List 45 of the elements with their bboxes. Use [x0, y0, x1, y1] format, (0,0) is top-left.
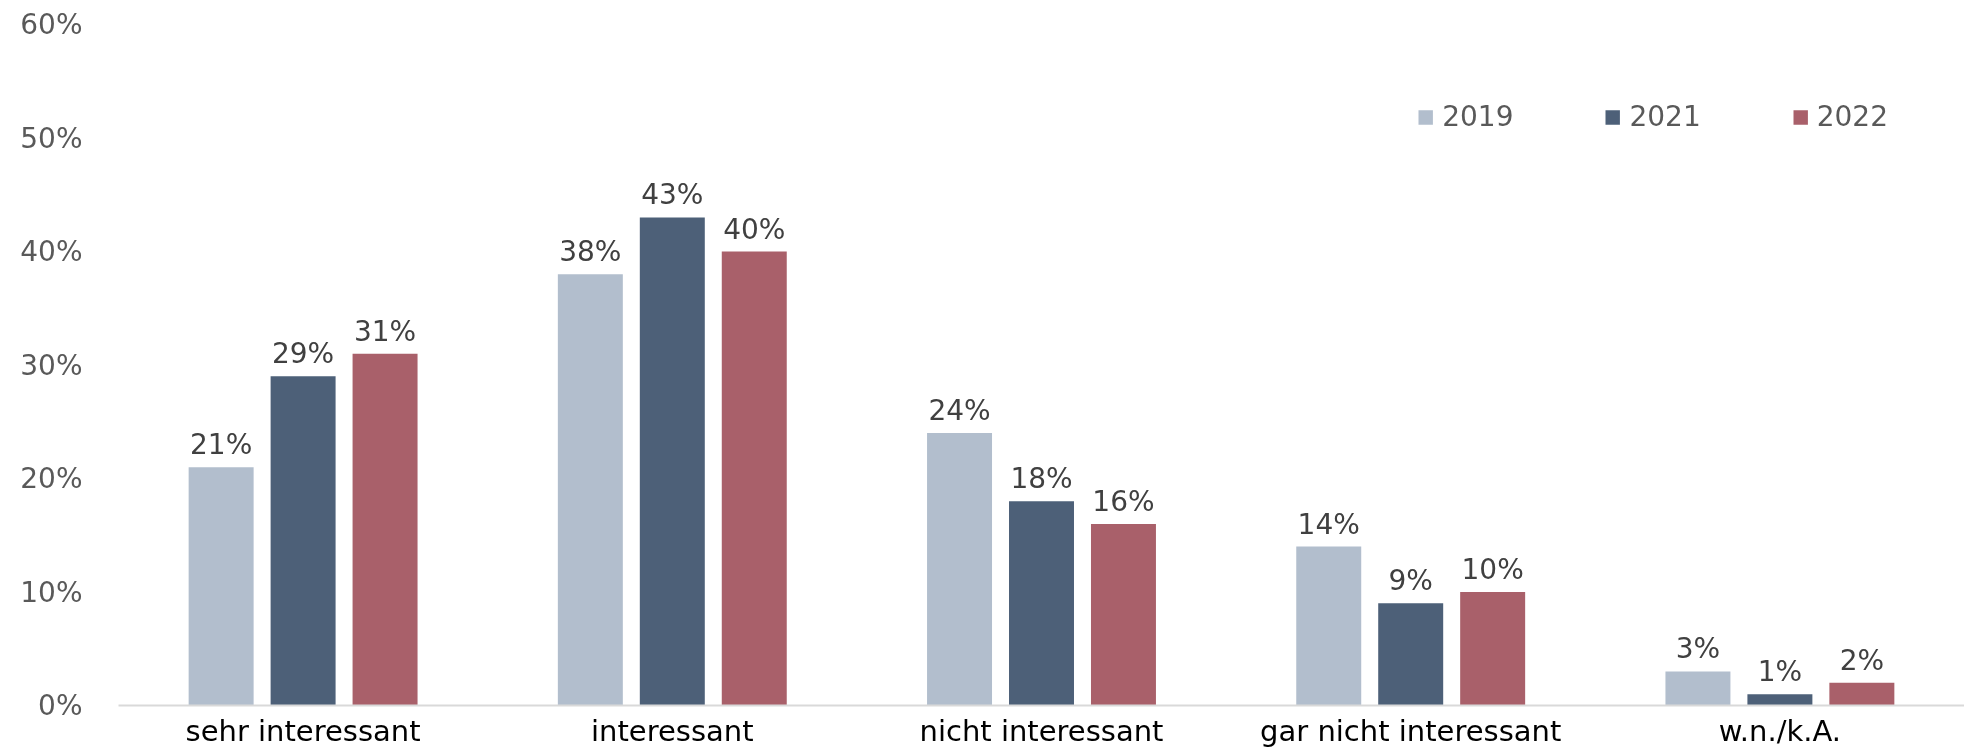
bar	[1829, 682, 1895, 706]
y-tick-label: 50%	[20, 121, 83, 155]
data-label: 40%	[723, 212, 786, 246]
bar	[1378, 603, 1444, 706]
bar	[1665, 671, 1731, 706]
bar	[352, 353, 418, 706]
data-label: 10%	[1461, 553, 1524, 586]
bar	[557, 274, 623, 706]
y-tick-label: 10%	[20, 575, 83, 609]
bar	[188, 467, 254, 706]
bar	[1296, 546, 1362, 706]
bar	[1009, 501, 1074, 706]
data-label: 24%	[928, 394, 991, 428]
legend-label: 2019	[1442, 100, 1514, 133]
legend-label: 2021	[1629, 100, 1701, 133]
bar	[639, 217, 705, 706]
y-tick-label: 0%	[38, 689, 83, 722]
x-tick-label: w.n./k.A.	[1718, 713, 1841, 748]
data-label: 29%	[271, 337, 335, 371]
bar	[721, 251, 787, 706]
y-tick-label: 30%	[20, 348, 83, 382]
x-tick-label: interessant	[591, 713, 754, 748]
x-tick-label: sehr interessant	[185, 713, 421, 748]
data-label: 18%	[1010, 462, 1073, 496]
data-label: 38%	[559, 235, 622, 269]
data-label: 2%	[1839, 643, 1885, 677]
legend-label: 2022	[1816, 100, 1888, 133]
data-label: 3%	[1675, 632, 1721, 666]
y-tick-label: 40%	[20, 235, 83, 268]
data-label: 43%	[641, 178, 704, 212]
bar	[1747, 694, 1813, 706]
data-label: 31%	[353, 314, 417, 348]
y-tick-label: 60%	[20, 8, 83, 41]
data-label: 1%	[1757, 655, 1803, 689]
data-label: 21%	[190, 428, 253, 462]
bar	[1090, 523, 1156, 706]
bar	[1460, 592, 1526, 706]
x-tick-label: gar nicht interessant	[1260, 713, 1562, 748]
x-tick-label: nicht interessant	[919, 713, 1164, 748]
y-tick-label: 20%	[20, 462, 83, 495]
bar	[927, 433, 993, 706]
data-label: 9%	[1388, 564, 1433, 598]
data-label: 16%	[1092, 484, 1155, 518]
bar	[270, 376, 336, 706]
data-label: 14%	[1297, 507, 1360, 541]
